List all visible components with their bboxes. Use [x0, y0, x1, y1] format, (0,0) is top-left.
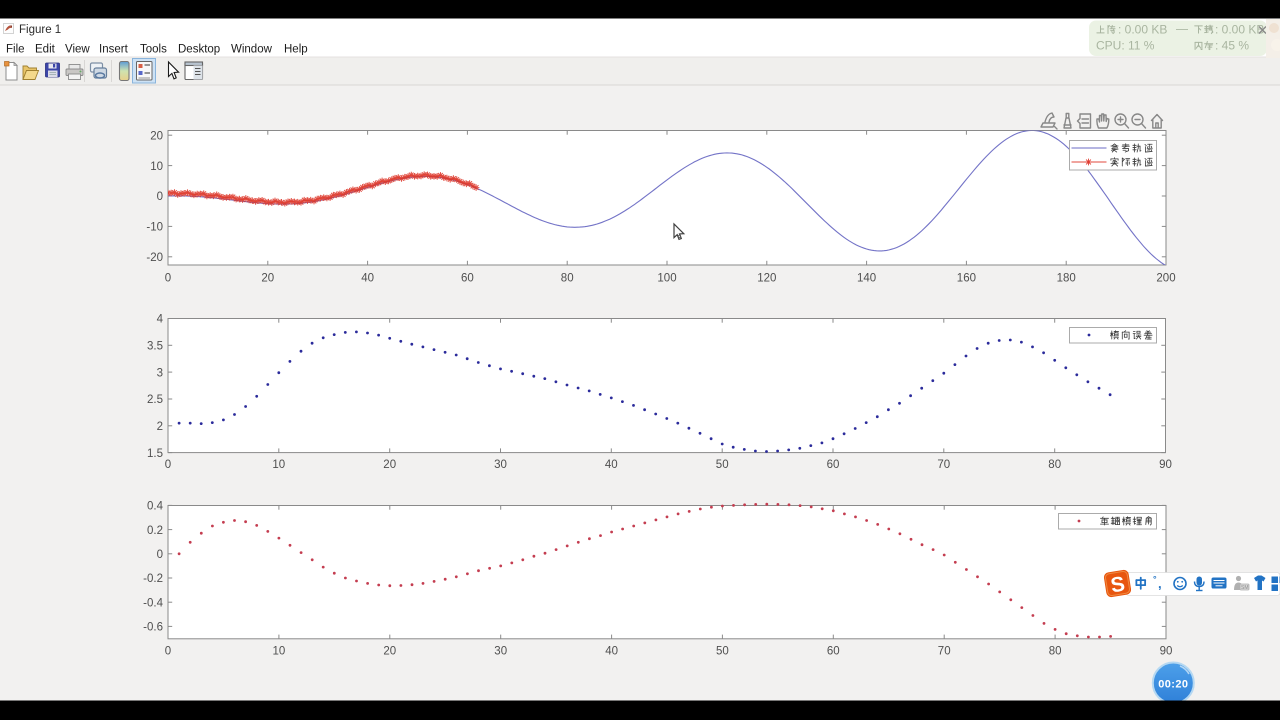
svg-text:,: , — [1158, 576, 1162, 591]
svg-text:3: 3 — [157, 367, 163, 379]
svg-text:60: 60 — [461, 273, 474, 285]
svg-text:Tools: Tools — [140, 44, 167, 56]
svg-text:0.4: 0.4 — [147, 501, 164, 513]
svg-text:80: 80 — [561, 273, 574, 285]
svg-text:—: — — [1176, 22, 1188, 36]
svg-text:80: 80 — [1048, 459, 1061, 471]
svg-text:40: 40 — [605, 646, 618, 658]
svg-text:0: 0 — [165, 646, 171, 658]
svg-text:2.5: 2.5 — [147, 394, 163, 406]
svg-text:180: 180 — [1057, 273, 1076, 285]
svg-text:70: 70 — [938, 646, 951, 658]
svg-text:0: 0 — [157, 549, 163, 561]
svg-text:20: 20 — [150, 130, 163, 142]
svg-text:100: 100 — [657, 273, 676, 285]
svg-text:Edit: Edit — [35, 44, 56, 56]
svg-text:File: File — [6, 44, 25, 56]
svg-text:140: 140 — [857, 273, 876, 285]
svg-text:SM: SM — [1241, 585, 1249, 591]
svg-text:40: 40 — [605, 459, 618, 471]
svg-text:160: 160 — [957, 273, 976, 285]
svg-text:30: 30 — [494, 646, 507, 658]
svg-text:20: 20 — [383, 646, 396, 658]
svg-text:4: 4 — [157, 314, 164, 326]
svg-text:: 45 %: : 45 % — [1215, 39, 1249, 53]
svg-text:S: S — [1109, 573, 1126, 598]
svg-text:View: View — [65, 44, 90, 56]
svg-text:Insert: Insert — [99, 44, 129, 56]
svg-text:: 0.00 KB: : 0.00 KB — [1215, 23, 1264, 37]
svg-text:0: 0 — [165, 273, 171, 285]
svg-text:60: 60 — [827, 459, 840, 471]
svg-text:90: 90 — [1160, 646, 1173, 658]
svg-text:Window: Window — [231, 44, 273, 56]
svg-text:20: 20 — [261, 273, 274, 285]
svg-text:70: 70 — [937, 459, 950, 471]
svg-text:120: 120 — [757, 273, 776, 285]
svg-text:0: 0 — [165, 459, 171, 471]
svg-text:Help: Help — [284, 44, 308, 56]
svg-text:80: 80 — [1049, 646, 1062, 658]
svg-text:Desktop: Desktop — [178, 44, 220, 56]
svg-text:-10: -10 — [146, 222, 163, 234]
svg-text:2: 2 — [157, 421, 163, 433]
svg-text:-0.4: -0.4 — [143, 597, 163, 609]
svg-text:200: 200 — [1156, 273, 1175, 285]
svg-text:CPU: 11 %: CPU: 11 % — [1096, 39, 1155, 53]
svg-text:0: 0 — [157, 191, 163, 203]
svg-text:Figure 1: Figure 1 — [19, 24, 61, 36]
svg-text:-0.6: -0.6 — [143, 622, 163, 634]
svg-text:30: 30 — [494, 459, 507, 471]
svg-text:3.5: 3.5 — [147, 341, 163, 353]
svg-text:10: 10 — [150, 161, 163, 173]
svg-text:60: 60 — [827, 646, 840, 658]
svg-text:-20: -20 — [146, 252, 163, 264]
svg-text:00:20: 00:20 — [1158, 679, 1188, 691]
svg-text:°: ° — [1153, 574, 1157, 584]
svg-text:0.2: 0.2 — [147, 525, 163, 537]
svg-text:90: 90 — [1159, 459, 1172, 471]
svg-text:40: 40 — [361, 273, 374, 285]
svg-text:: 0.00 KB: : 0.00 KB — [1118, 23, 1167, 37]
svg-text:-0.2: -0.2 — [143, 573, 163, 585]
svg-text:20: 20 — [383, 459, 396, 471]
svg-text:10: 10 — [273, 646, 286, 658]
svg-text:10: 10 — [272, 459, 285, 471]
svg-text:50: 50 — [716, 646, 729, 658]
svg-text:50: 50 — [716, 459, 729, 471]
svg-text:1.5: 1.5 — [147, 448, 163, 460]
